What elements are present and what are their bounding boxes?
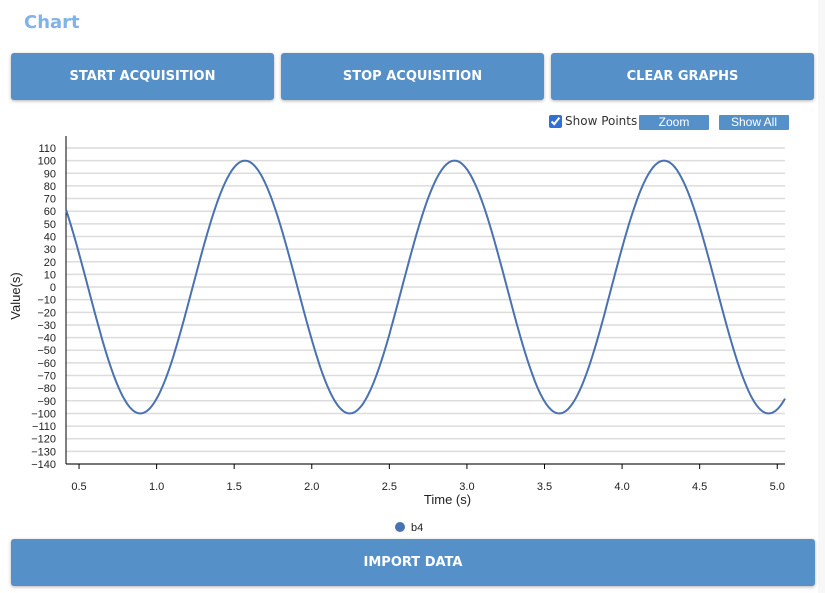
y-tick-label: −70	[37, 371, 56, 383]
y-tick-label: 100	[38, 156, 56, 168]
y-tick-label: −60	[37, 358, 56, 370]
y-tick-label: −90	[37, 396, 56, 408]
y-tick-label: −20	[37, 307, 56, 319]
import-data-button[interactable]: IMPORT DATA	[11, 539, 815, 586]
x-tick-label: 4.0	[614, 481, 629, 493]
legend-label-b4[interactable]: b4	[411, 522, 423, 534]
y-tick-label: −40	[37, 333, 56, 345]
x-axis-label: Time (s)	[424, 492, 471, 507]
y-tick-label: −80	[37, 383, 56, 395]
y-tick-label: −10	[37, 295, 56, 307]
y-tick-label: 110	[38, 143, 56, 155]
start-acquisition-button[interactable]: START ACQUISITION	[11, 53, 274, 100]
y-tick-label: 20	[44, 257, 56, 269]
y-tick-label: −100	[31, 408, 56, 420]
y-tick-label: 60	[44, 206, 56, 218]
line-chart[interactable]: 1101009080706050403020100−10−20−30−40−50…	[0, 130, 825, 540]
y-tick-label: 30	[44, 244, 56, 256]
zoom-button[interactable]: Zoom	[639, 115, 709, 130]
x-tick-label: 2.0	[304, 481, 319, 493]
show-points-checkbox[interactable]	[549, 114, 562, 128]
x-tick-label: 3.5	[537, 481, 552, 493]
x-tick-label: 1.0	[149, 481, 164, 493]
y-axis-label: Value(s)	[8, 272, 23, 319]
show-points-toggle[interactable]: Show Points	[549, 114, 637, 128]
y-tick-label: 70	[44, 194, 56, 206]
y-tick-label: −120	[31, 434, 56, 446]
y-tick-label: 0	[50, 282, 56, 294]
x-tick-label: 1.5	[227, 481, 242, 493]
page-title: Chart	[24, 12, 80, 33]
y-tick-label: 90	[44, 168, 56, 180]
y-tick-label: 10	[44, 269, 56, 281]
x-tick-label: 5.0	[770, 481, 785, 493]
x-tick-label: 4.5	[692, 481, 707, 493]
y-tick-label: 80	[44, 181, 56, 193]
x-tick-label: 0.5	[71, 481, 86, 493]
y-tick-label: −140	[31, 459, 56, 471]
stop-acquisition-button[interactable]: STOP ACQUISITION	[281, 53, 544, 100]
y-tick-label: 40	[44, 231, 56, 243]
y-tick-label: −110	[32, 421, 56, 433]
y-tick-label: 50	[44, 219, 56, 231]
y-tick-label: −30	[37, 320, 56, 332]
show-points-label: Show Points	[565, 114, 638, 128]
y-tick-label: −50	[37, 345, 56, 357]
show-all-button[interactable]: Show All	[719, 115, 789, 130]
clear-graphs-button[interactable]: CLEAR GRAPHS	[551, 53, 814, 100]
y-tick-label: −130	[31, 446, 56, 458]
series-line-b4[interactable]	[65, 159, 786, 415]
legend-marker-b4	[395, 522, 405, 532]
x-tick-label: 2.5	[382, 481, 397, 493]
x-tick-label: 3.0	[459, 481, 474, 493]
